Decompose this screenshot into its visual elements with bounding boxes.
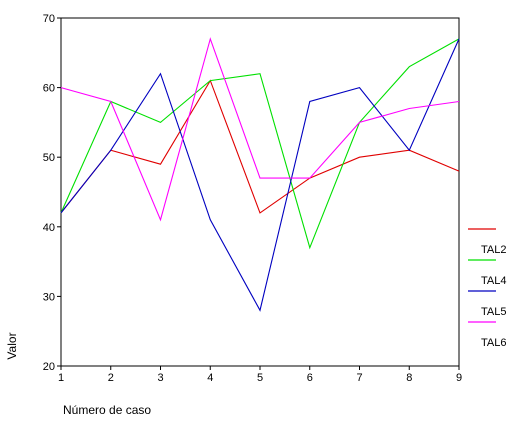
series-line-3 <box>60 38 460 312</box>
series-line-1 <box>60 79 460 214</box>
series-line-4 <box>60 37 460 222</box>
x-tick-label: 4 <box>207 372 213 384</box>
y-axis-ticks: 20 30 40 50 60 70 <box>43 13 61 373</box>
x-axis-ticks: 1 2 3 4 5 6 7 8 9 <box>58 366 462 384</box>
y-tick-label: 70 <box>43 13 55 25</box>
y-tick-label: 30 <box>43 291 55 303</box>
x-tick-label: 2 <box>108 372 114 384</box>
x-tick-label: 3 <box>157 372 163 384</box>
y-tick-label: 20 <box>43 361 55 373</box>
y-tick-label: 40 <box>43 222 55 234</box>
legend-label-4: TAL6 <box>481 337 506 349</box>
x-tick-label: 8 <box>406 372 412 384</box>
plot-border <box>60 17 460 367</box>
legend-label-3: TAL5 <box>481 306 506 318</box>
x-tick-label: 6 <box>307 372 313 384</box>
plot-frame <box>60 17 460 367</box>
y-tick-label: 50 <box>43 152 55 164</box>
x-axis-title: Número de caso <box>63 403 151 417</box>
x-tick-label: 7 <box>356 372 362 384</box>
legend-label-1: TAL2 <box>481 244 506 256</box>
series-lines <box>60 37 460 312</box>
y-tick-label: 60 <box>43 83 55 95</box>
x-tick-label: 5 <box>257 372 263 384</box>
x-tick-label: 1 <box>58 372 64 384</box>
legend: TAL2 TAL4 TAL5 TAL6 <box>468 228 506 349</box>
y-axis-title: Valor <box>5 332 19 359</box>
series-line-2 <box>60 38 460 250</box>
legend-label-2: TAL4 <box>481 275 506 287</box>
x-tick-label: 9 <box>456 372 462 384</box>
